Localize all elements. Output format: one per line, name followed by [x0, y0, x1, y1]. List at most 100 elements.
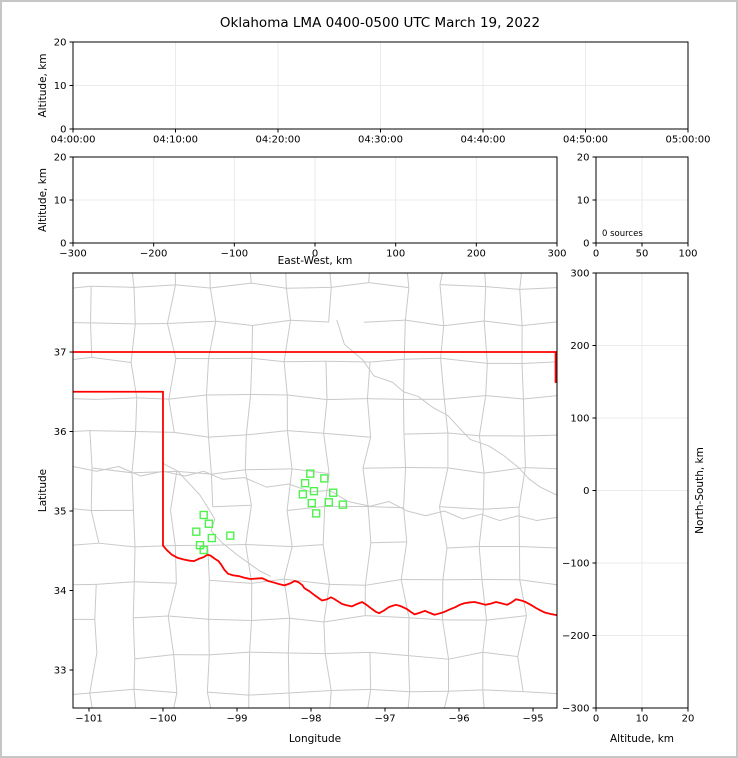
ew-altitude-ylabel: Altitude, km: [37, 168, 49, 232]
county-line: [364, 542, 372, 586]
county-line: [138, 726, 170, 730]
county-line: [90, 510, 100, 544]
county-line: [446, 545, 480, 549]
vhf-source-marker: [311, 509, 321, 518]
county-line: [283, 320, 291, 362]
county-line: [134, 545, 176, 548]
county-line: [73, 508, 92, 511]
county-line: [133, 615, 169, 619]
county-line: [90, 286, 92, 323]
county-line: [291, 468, 330, 475]
county-line: [245, 505, 252, 545]
county-line: [215, 320, 253, 326]
county-line: [403, 432, 448, 435]
county-line: [370, 358, 405, 363]
county-line: [170, 726, 215, 728]
county-line: [91, 356, 132, 364]
x-tick-label: −100: [221, 249, 248, 260]
county-line: [485, 286, 520, 290]
y-tick-label: 20: [54, 38, 67, 49]
county-line: [133, 688, 177, 694]
county-line: [556, 361, 557, 362]
county-line: [249, 273, 252, 284]
county-line: [288, 692, 291, 708]
county-line: [600, 396, 603, 436]
county-line: [289, 617, 324, 623]
county-line: [284, 578, 330, 585]
county-line: [444, 395, 486, 400]
county-line: [407, 691, 411, 708]
county-line: [98, 542, 136, 548]
county-line: [368, 505, 404, 509]
county-line: [89, 430, 136, 433]
vhf-source-marker: [207, 533, 217, 543]
ns-altitude-xlabel: Altitude, km: [610, 733, 674, 745]
county-line: [365, 578, 402, 586]
county-line: [331, 688, 371, 691]
county-line: [440, 358, 445, 400]
county-line: [562, 506, 602, 511]
county-line: [132, 510, 136, 547]
county-line: [248, 652, 251, 696]
county-line: [244, 469, 252, 506]
county-line: [322, 544, 330, 585]
county-line: [519, 287, 557, 290]
county-line: [136, 397, 169, 400]
county-line: [369, 652, 372, 690]
county-line: [367, 398, 404, 400]
county-line: [478, 435, 485, 474]
county-line: [73, 398, 97, 400]
county-line: [323, 433, 330, 474]
county-line: [481, 579, 488, 621]
county-line: [478, 395, 487, 436]
county-line: [440, 357, 488, 364]
county-line: [558, 583, 599, 585]
county-line: [523, 435, 526, 468]
county-line: [448, 689, 483, 692]
county-line: [245, 468, 292, 471]
county-line: [208, 618, 252, 622]
county-line: [478, 509, 484, 547]
county-line: [73, 430, 90, 432]
county-line: [290, 728, 328, 732]
y-tick-label: 20: [577, 153, 590, 164]
county-line: [283, 546, 293, 580]
panel-frame: [72, 272, 558, 709]
county-line: [558, 616, 600, 619]
x-tick-label: 04:20:00: [256, 135, 301, 146]
county-line: [287, 505, 325, 512]
county-line: [560, 545, 600, 549]
generated-plot-layers: 04:00:00 04:10:00 04:20:00 04:30:00 04:40:00…: [51, 38, 711, 732]
county-line: [57, 290, 58, 323]
county-line: [133, 284, 176, 288]
county-line: [130, 323, 136, 363]
county-line: [287, 430, 324, 434]
county-line: [442, 619, 450, 660]
county-line: [89, 430, 93, 469]
county-line: [406, 273, 410, 288]
county-line: [89, 692, 93, 708]
county-line: [323, 615, 366, 623]
county-line: [478, 546, 483, 580]
county-line: [251, 282, 287, 289]
county-line: [556, 361, 557, 364]
river-line: [336, 319, 557, 496]
county-line: [132, 581, 135, 618]
county-line: [439, 284, 445, 326]
county-line: [562, 469, 563, 506]
x-tick-label: −95: [522, 714, 543, 725]
county-line: [206, 654, 210, 693]
county-line: [403, 359, 405, 400]
county-line: [167, 320, 216, 325]
x-tick-label: 300: [547, 249, 566, 260]
vhf-source-markers: [192, 469, 348, 555]
county-line: [167, 583, 177, 617]
x-tick-label: −98: [300, 714, 321, 725]
county-line: [328, 287, 332, 323]
county-line: [133, 546, 136, 582]
county-line: [519, 579, 557, 586]
county-line: [135, 397, 138, 432]
vhf-source-marker: [192, 527, 201, 536]
y-tick-label: 0: [583, 239, 589, 250]
